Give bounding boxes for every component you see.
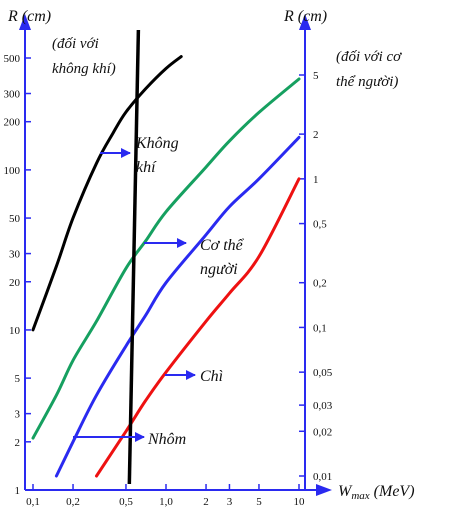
left-tick-label: 500 <box>4 53 21 65</box>
series-label-nhom: Nhôm <box>147 431 186 448</box>
series-label-co-the-nguoi: người <box>200 261 238 278</box>
left-tick-label: 100 <box>4 165 21 177</box>
series-label-layer: Không khí Cơ thể người Nhôm Chì <box>73 135 245 448</box>
left-tick-label: 30 <box>9 249 21 261</box>
x-tick-label: 0,2 <box>66 496 80 508</box>
right-axis-note-line1: (đối với cơ <box>336 49 402 65</box>
divider-layer <box>127 29 141 485</box>
left-tick-label: 10 <box>9 325 21 337</box>
right-tick-label: 1 <box>313 174 319 186</box>
series-line-khong-khi <box>31 55 183 332</box>
left-tick-label: 5 <box>15 373 21 385</box>
left-axis-note-line1: (đối với <box>52 36 99 52</box>
right-tick-label: 0,1 <box>313 322 327 334</box>
series-label-chi: Chì <box>200 368 223 385</box>
left-axis-note-line2: không khí) <box>52 61 116 77</box>
left-axis-arrow-icon <box>19 14 31 30</box>
x-tick-label: 0,5 <box>119 496 133 508</box>
left-tick-label: 20 <box>9 277 21 289</box>
x-axis-title: Wmax (MeV) <box>338 483 415 502</box>
right-tick-label: 0,03 <box>313 400 333 412</box>
x-axis-title-unit: (MeV) <box>370 483 415 500</box>
divider-line <box>127 29 141 485</box>
x-tick-label: 2 <box>203 496 209 508</box>
right-tick-label: 0,2 <box>313 278 327 290</box>
series-label-khong-khi: Không <box>135 135 179 152</box>
right-axis-title: R (cm) <box>283 8 327 25</box>
left-axis-title: R (cm) <box>7 8 51 25</box>
x-tick-label: 3 <box>227 496 233 508</box>
x-axis-title-sub: max <box>351 490 369 502</box>
x-tick-label: 5 <box>256 496 262 508</box>
left-tick-label: 300 <box>4 89 21 101</box>
left-tick-label: 200 <box>4 117 21 129</box>
right-tick-label: 0,01 <box>313 471 332 483</box>
right-tick-label: 2 <box>313 129 319 141</box>
right-tick-label: 5 <box>313 70 319 82</box>
right-axis-note-line2: thể người) <box>336 74 398 90</box>
right-axis-ticks: 0,01 0,02 0,03 0,05 0,1 0,2 0,5 1 2 5 <box>299 70 333 483</box>
x-axis-title-main: W <box>338 483 353 500</box>
right-tick-label: 0,02 <box>313 426 332 438</box>
series-label-co-the-nguoi: Cơ thể <box>200 237 245 254</box>
x-axis-ticks: 0,1 0,2 0,5 1,0 2 3 5 10 <box>26 484 305 508</box>
x-axis-arrow-icon <box>316 484 332 496</box>
series-line-co-the-nguoi <box>31 77 301 440</box>
left-tick-label: 50 <box>9 213 21 225</box>
left-axis-ticks: 1 2 3 5 10 20 30 50 100 200 300 500 <box>4 53 31 497</box>
x-tick-label: 10 <box>294 496 306 508</box>
left-tick-label: 1 <box>15 485 21 497</box>
series-layer <box>31 55 301 478</box>
right-axis-arrow-icon <box>299 14 311 30</box>
x-tick-label: 1,0 <box>159 496 173 508</box>
right-tick-label: 0,05 <box>313 367 333 379</box>
x-tick-label: 0,1 <box>26 496 40 508</box>
series-line-chi <box>95 177 301 478</box>
right-tick-label: 0,5 <box>313 219 327 231</box>
left-tick-label: 3 <box>15 409 21 421</box>
left-tick-label: 2 <box>15 437 21 449</box>
series-line-nhom <box>54 135 301 478</box>
series-label-khong-khi: khí <box>136 159 157 176</box>
